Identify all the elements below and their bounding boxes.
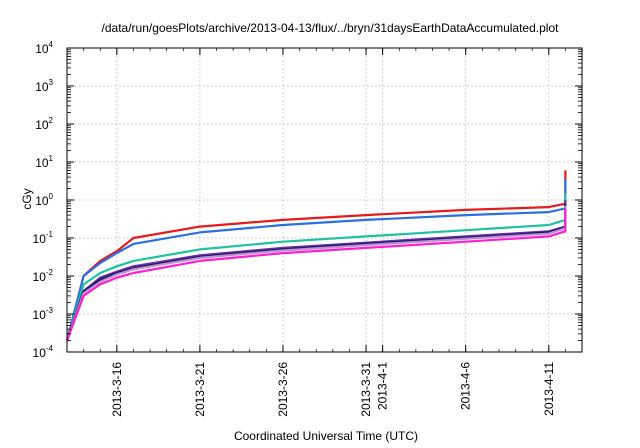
y-tick-label: 103 <box>35 78 53 94</box>
y-tick-label: 104 <box>35 40 53 56</box>
series-line-6 <box>65 205 567 341</box>
series-line-4 <box>65 200 567 341</box>
axes: 10-4 10-3 10-2 10-1 100 101 102 103 104 2013-3-16… <box>33 40 583 417</box>
x-tick-label: 2013-3-16 <box>110 362 124 417</box>
y-tick-label: 10-3 <box>33 306 54 322</box>
y-tick-label: 10-1 <box>33 230 54 246</box>
x-tick-label: 2013-3-31 <box>359 362 373 417</box>
series-line-2 <box>65 179 567 341</box>
series-line-3 <box>65 193 567 341</box>
y-tick-label: 10-2 <box>33 268 54 284</box>
series-line-1 <box>65 170 567 341</box>
y-tick-label: 100 <box>35 192 53 208</box>
x-tick-label: 2013-3-21 <box>193 362 207 417</box>
series-group <box>65 170 567 341</box>
x-tick-label: 2013-4-1 <box>376 362 390 410</box>
x-tick-label: 2013-4-11 <box>542 362 556 416</box>
chart-title: /data/run/goesPlots/archive/2013-04-13/f… <box>102 21 560 35</box>
x-tick-label: 2013-3-26 <box>276 362 290 417</box>
y-tick-label: 102 <box>35 116 53 132</box>
grid <box>67 48 582 352</box>
series-line-7 <box>65 208 567 341</box>
y-tick-label: 101 <box>35 154 53 170</box>
y-axis-label: cGy <box>20 188 34 209</box>
x-axis-label: Coordinated Universal Time (UTC) <box>234 429 418 443</box>
x-tick-label: 2013-4-6 <box>459 362 473 410</box>
y-tick-label: 10-4 <box>33 344 54 360</box>
